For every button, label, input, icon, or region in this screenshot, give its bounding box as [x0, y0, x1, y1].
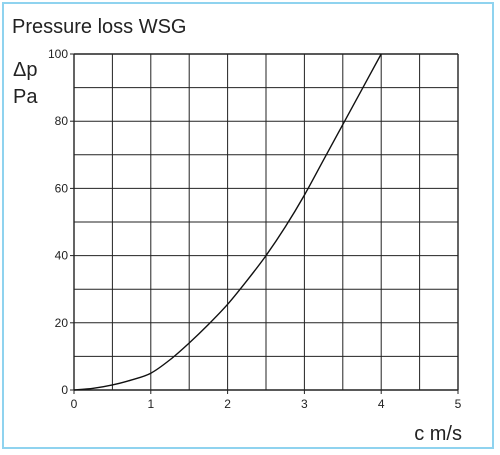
y-tick-label: 0: [61, 383, 68, 397]
grid: [73, 53, 459, 391]
y-tick-label: 40: [55, 249, 69, 263]
x-tick-label: 3: [301, 397, 308, 411]
x-tick-label: 2: [224, 397, 231, 411]
series-layer: [73, 53, 382, 391]
chart-title: Pressure loss WSG: [12, 16, 186, 38]
x-tick-label: 0: [71, 397, 78, 411]
y-tick-label: 100: [48, 47, 68, 61]
pressure-loss-curve: [73, 53, 382, 391]
x-tick-label: 5: [455, 397, 462, 411]
chart-frame: [2, 2, 494, 449]
y-tick-label: 80: [55, 114, 69, 128]
x-tick-label: 4: [378, 397, 385, 411]
y-axis-symbol: Δp: [13, 59, 37, 81]
x-tick-label: 1: [147, 397, 154, 411]
x-axis-label: c m/s: [414, 423, 462, 445]
tick-labels: 0 1 2 3 4 5 0 20 40 60 80 100: [48, 47, 462, 411]
y-tick-label: 60: [55, 181, 69, 195]
y-axis-unit: Pa: [13, 86, 38, 108]
y-tick-label: 20: [55, 316, 69, 330]
